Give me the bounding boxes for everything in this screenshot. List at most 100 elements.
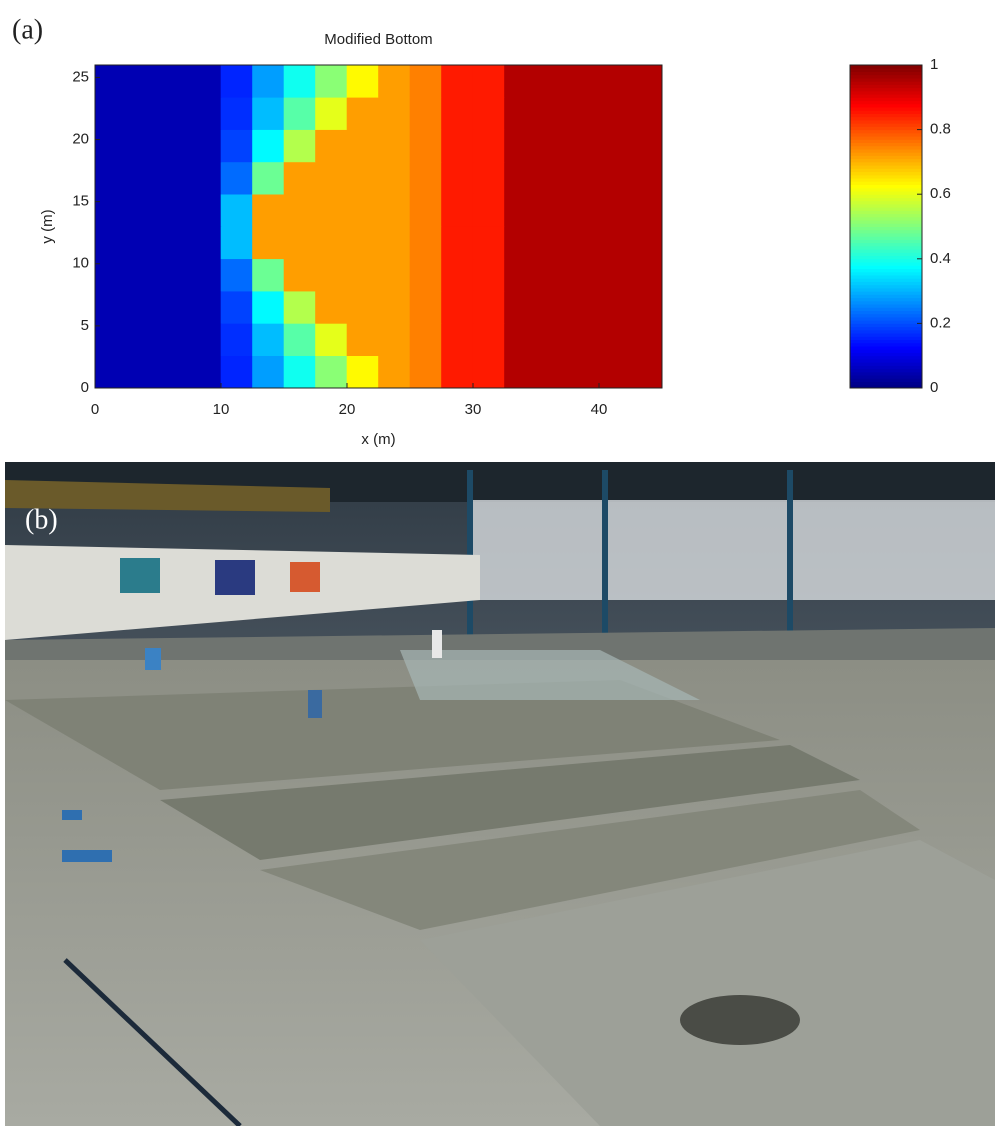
- heatmap-cell: [535, 97, 568, 130]
- heatmap-cell: [535, 64, 568, 98]
- colorbar-swatch: [850, 168, 922, 173]
- heatmap-cell: [378, 97, 411, 130]
- colorbar-swatch: [850, 139, 922, 144]
- heatmap-cell: [126, 193, 159, 227]
- crane-beam: [5, 480, 330, 512]
- colorbar-swatch: [850, 274, 922, 279]
- heatmap-cell: [220, 97, 253, 130]
- heatmap-cell: [504, 161, 537, 195]
- heatmap-cell: [630, 323, 663, 356]
- colorbar-swatch: [850, 165, 922, 169]
- x-tick-label: 30: [465, 401, 482, 418]
- colorbar-frame: [849, 64, 923, 389]
- heatmap-cell: [157, 323, 190, 356]
- heatmap-cell: [441, 323, 474, 356]
- heatmap-cell: [378, 226, 411, 260]
- heatmap-cell: [283, 161, 316, 195]
- colorbar-swatch: [850, 316, 922, 321]
- colorbar-swatch: [850, 229, 922, 234]
- heatmap-cell: [126, 226, 159, 260]
- heatmap-cell: [535, 161, 568, 195]
- heatmap-cell: [504, 226, 537, 260]
- colorbar-swatch: [850, 106, 922, 111]
- photo: (b): [5, 462, 995, 1128]
- heatmap-cell: [189, 258, 222, 292]
- colorbar-swatch: [850, 375, 922, 379]
- colorbar-swatch: [850, 294, 922, 299]
- heatmap-cell: [252, 290, 285, 324]
- colorbar-swatch: [850, 161, 922, 166]
- colorbar-swatch: [850, 323, 922, 328]
- colorbar-swatch: [850, 71, 922, 76]
- colorbar-swatch: [850, 245, 922, 250]
- bathymetry-strip: [420, 840, 995, 1126]
- heatmap-cell: [252, 193, 285, 227]
- colorbar-swatch: [850, 226, 922, 231]
- heatmap-cell: [598, 97, 631, 130]
- colorbar-swatch: [850, 278, 922, 282]
- heatmap-cell: [409, 161, 442, 195]
- heatmap-cell: [126, 355, 159, 389]
- heatmap-cell: [157, 161, 190, 195]
- heatmap-cell: [630, 129, 663, 163]
- colorbar-swatch: [850, 326, 922, 331]
- colorbar-swatch: [850, 190, 922, 195]
- heatmap-cell: [630, 97, 663, 130]
- heatmap-cell: [378, 323, 411, 356]
- bathymetry-strip: [5, 680, 780, 790]
- heatmap-cell: [283, 129, 316, 163]
- colorbar-tick-label: 0.6: [930, 185, 951, 202]
- heatmap-cell: [189, 64, 222, 98]
- colorbar-swatch: [850, 113, 922, 118]
- colorbar-swatch: [850, 126, 922, 131]
- heatmap-cell: [409, 258, 442, 292]
- colorbar-swatch: [850, 145, 922, 150]
- heatmap-cell: [94, 355, 127, 389]
- heatmap-cell: [189, 226, 222, 260]
- heatmap-cell: [283, 226, 316, 260]
- heatmap-cell: [283, 97, 316, 130]
- colorbar-swatch: [850, 365, 922, 370]
- heatmap-cell: [409, 355, 442, 389]
- heatmap-cell: [94, 193, 127, 227]
- colorbar-swatch: [850, 242, 922, 247]
- banner: [290, 562, 320, 592]
- heatmap-cell: [630, 161, 663, 195]
- colorbar-swatch: [850, 239, 922, 244]
- heatmap-cell: [567, 129, 600, 163]
- heatmap-cell: [598, 161, 631, 195]
- colorbar-swatch: [850, 352, 922, 357]
- heatmap-cell: [315, 323, 348, 356]
- heatmap-cell: [472, 129, 505, 163]
- colorbar-swatch: [850, 336, 922, 341]
- heatmap-cell: [94, 129, 127, 163]
- heatmap-cell: [189, 97, 222, 130]
- colorbar-swatch: [850, 68, 922, 72]
- colorbar-swatch: [850, 174, 922, 179]
- colorbar-swatch: [850, 84, 922, 89]
- bathymetry-strip: [260, 790, 920, 930]
- colorbar-swatch: [850, 358, 922, 363]
- heatmap-cell: [409, 97, 442, 130]
- heatmap-cell: [472, 64, 505, 98]
- heatmap-cell: [252, 323, 285, 356]
- heatmap-cell: [378, 355, 411, 389]
- block: [62, 810, 82, 820]
- heatmap-cell: [535, 193, 568, 227]
- heatmap-cell: [252, 226, 285, 260]
- colorbar-swatch: [850, 258, 922, 263]
- heatmap-cell: [567, 193, 600, 227]
- colorbar-swatch: [850, 313, 922, 318]
- colorbar-swatch: [850, 110, 922, 114]
- heatmap-cell: [441, 226, 474, 260]
- heatmap-cell: [630, 290, 663, 324]
- heatmap-cell: [346, 290, 379, 324]
- heatmap-cell: [252, 129, 285, 163]
- heatmap-cell: [409, 64, 442, 98]
- colorbar-swatch: [850, 329, 922, 334]
- heatmap-cell: [409, 129, 442, 163]
- heatmap-cell: [283, 193, 316, 227]
- colorbar-swatch: [850, 94, 922, 98]
- colorbar-swatch: [850, 216, 922, 221]
- heatmap-cell: [598, 323, 631, 356]
